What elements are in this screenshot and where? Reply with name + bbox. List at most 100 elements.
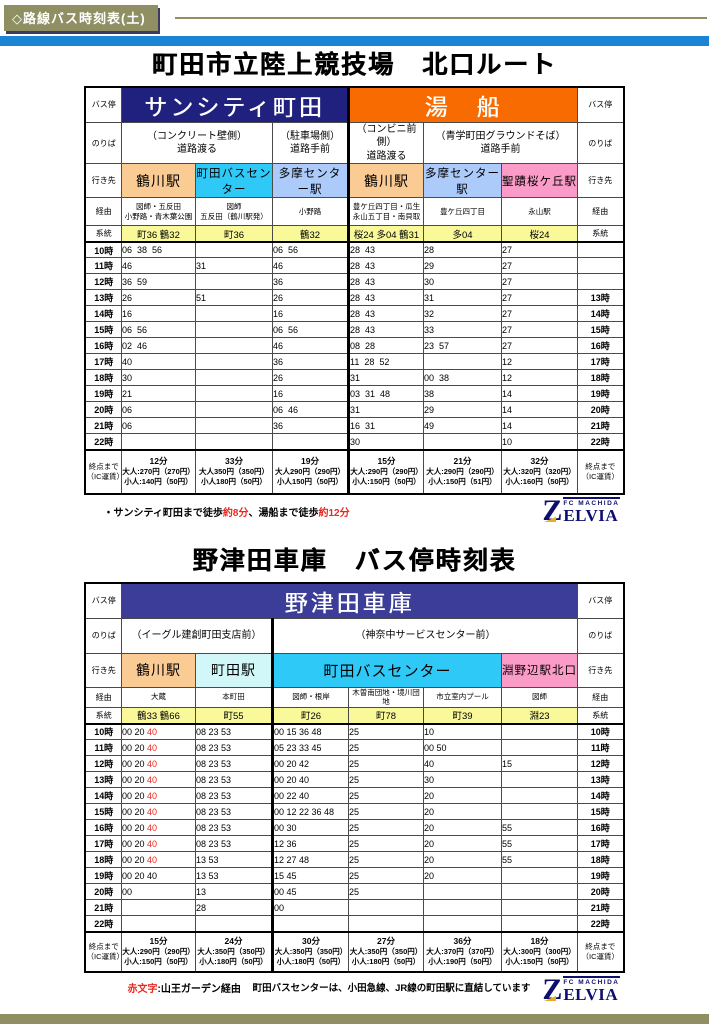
time-cell [347,899,424,916]
time-cell [194,240,273,259]
hour-label: 13時 [84,289,122,307]
hour-label [577,240,625,259]
time-cell: 40 [422,755,502,772]
line-number-cell: 鶴33 鶴66 [120,707,196,724]
hour-label: 18時 [577,851,625,868]
hour-label: 11時 [577,739,625,756]
row-label: のりば [577,617,625,654]
time-cell: 29 [422,401,502,419]
time-cell: 00 30 [271,819,349,836]
time-cell: 27 [500,321,579,339]
hour-label: 14時 [84,787,122,804]
row-label: 行き先 [577,163,625,199]
time-cell: 08 23 53 [194,819,274,836]
timetable-row: 13時 00 20 40 08 23 53 00 20 40 25 30 13時 [84,771,625,788]
time-cell: 16 [271,305,350,323]
via-cell: 図師 [500,686,579,708]
zelvia-z-icon: Z [542,493,563,527]
time-cell: 14 [500,401,579,419]
time-cell: 25 [347,851,424,868]
row-label: 系統 [84,225,122,243]
fare-cell: 27分 大人:350円（350円） 小人:180円（50円） [347,930,424,972]
logo-fc-machida-text: FC MACHIDA [563,978,620,986]
line-number-cell: 鶴32 [271,225,350,243]
time-cell: 06 46 [271,401,350,419]
timetable-row: 15時 06 56 06 56 28 43 33 27 15時 [84,321,625,339]
time-cell: 00 22 40 [271,787,349,804]
line-number-cell: 多04 [422,225,502,243]
timetable-row: 20時 00 13 00 45 25 20時 [84,883,625,900]
time-cell: 30 [422,273,502,291]
time-cell [422,883,502,900]
line-number-cell: 町39 [422,707,502,724]
row-label: バス停 [577,582,625,619]
via-cell: 図師・五反田 小野路・青木葉公園 [120,197,196,227]
destination-cell: 町田バスセンター [271,652,502,688]
via-cell: 図師 五反田（鶴川駅発） [194,197,273,227]
fare-cell: 18分 大人:300円（300円） 小人:150円（50円） [500,930,579,972]
row-label: 経由 [84,197,122,227]
hour-label: 20時 [84,401,122,419]
time-cell: 36 [271,273,350,291]
time-cell [347,915,424,932]
time-cell: 14 [500,417,579,435]
via-cell: 大蔵 [120,686,196,708]
time-cell: 31 [347,401,424,419]
time-cell: 25 [347,883,424,900]
logo-elvia-text: ELVIA [563,984,619,1004]
time-cell [500,867,579,884]
timetable-row: 17時 00 20 40 08 23 53 12 36 25 20 55 17時 [84,835,625,852]
destination-cell: 町田駅 [194,652,274,688]
hour-label: 13時 [577,771,625,788]
time-cell: 20 [422,819,502,836]
time-cell [500,787,579,804]
time-cell: 51 [194,289,273,307]
hour-label: 22時 [577,433,625,451]
time-cell: 13 53 [194,851,274,868]
time-cell: 27 [500,273,579,291]
time-cell [500,803,579,820]
timetable-row: 22時 30 10 22時 [84,433,625,451]
time-cell: 20 [422,851,502,868]
via-cell: 本町田 [194,686,274,708]
time-cell: 00 20 40 [120,722,196,740]
time-cell: 30 [120,369,196,387]
hour-label: 21時 [84,899,122,916]
boarding-point-cell: （コンクリート壁側） 道路渡る [120,121,273,165]
time-cell: 06 56 [271,321,350,339]
destination-cell: 鶴川駅 [347,163,424,199]
time-cell: 00 12 22 36 48 [271,803,349,820]
time-cell: 25 [347,803,424,820]
hour-label: 15時 [84,803,122,820]
line-number-cell: 町36 鶴32 [120,225,196,243]
time-cell: 26 [271,289,350,307]
via-cell: 豊ケ丘四丁目 [422,197,502,227]
row-label: 行き先 [84,163,122,199]
fare-cell: 19分 大人290円（290円） 小人150円（50円） [271,448,350,495]
time-cell: 28 43 [347,305,424,323]
hour-label: 14時 [577,305,625,323]
fare-row-label: 終点まで （IC運賃） [84,448,122,495]
time-cell [422,915,502,932]
fare-row-label: 終点まで （IC運賃） [577,930,625,972]
hour-label: 17時 [84,835,122,852]
timetable-row: 11時 00 20 40 08 23 53 05 23 33 45 25 00 50 11時 [84,739,625,756]
time-cell: 00 20 40 [120,771,196,788]
time-cell: 21 [120,385,196,403]
time-cell: 28 43 [347,240,424,259]
time-cell: 03 31 48 [347,385,424,403]
fare-row-label: 終点まで （IC運賃） [577,448,625,495]
time-cell [194,401,273,419]
hour-label: 17時 [577,353,625,371]
via-cell: 図師・根岸 [271,686,349,708]
hour-label: 18時 [577,369,625,387]
row-label: のりば [84,617,122,654]
hour-label: 10時 [577,722,625,740]
hour-label: 15時 [577,321,625,339]
boarding-point-cell: （青学町田グラウンドそば） 道路手前 [422,121,579,165]
row-label: バス停 [577,86,625,123]
time-cell: 20 [422,867,502,884]
hour-label: 11時 [84,257,122,275]
time-cell: 00 20 40 [120,803,196,820]
line-number-cell: 桜24 [500,225,579,243]
